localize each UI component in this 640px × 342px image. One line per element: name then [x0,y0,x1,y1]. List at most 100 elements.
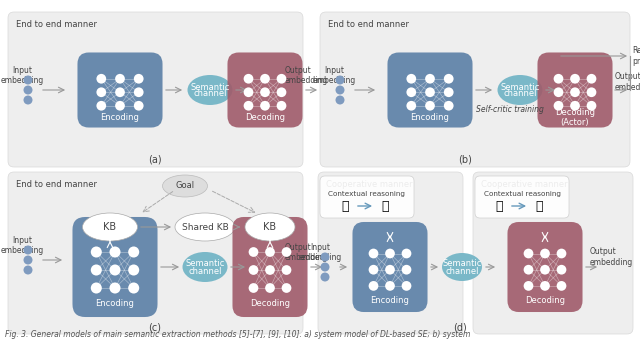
Circle shape [335,76,344,84]
Circle shape [524,281,533,291]
Circle shape [24,86,33,94]
Text: Contextual reasoning: Contextual reasoning [483,191,561,197]
Circle shape [24,95,33,105]
Circle shape [406,74,416,84]
FancyBboxPatch shape [538,52,612,128]
FancyBboxPatch shape [320,176,414,218]
FancyBboxPatch shape [475,176,569,218]
Circle shape [557,281,566,291]
Circle shape [24,76,33,84]
Text: End to end manner: End to end manner [16,20,97,29]
Circle shape [115,74,125,84]
Text: Recurrent
procedure: Recurrent procedure [632,46,640,66]
FancyBboxPatch shape [227,52,303,128]
FancyBboxPatch shape [473,172,633,334]
FancyBboxPatch shape [318,172,463,334]
Circle shape [321,252,330,262]
Text: Input
embedding: Input embedding [298,243,342,262]
Circle shape [554,74,563,84]
Ellipse shape [188,75,232,105]
Text: 👤: 👤 [495,199,503,212]
Circle shape [385,281,395,291]
Circle shape [570,74,580,84]
Text: Semantic: Semantic [442,260,482,268]
Circle shape [369,249,378,258]
Text: Input
embedding: Input embedding [1,66,44,86]
Text: 👤: 👤 [381,199,388,212]
Circle shape [97,87,106,97]
Circle shape [244,101,253,110]
Text: Shared KB: Shared KB [182,223,228,232]
Text: (a): (a) [148,155,162,165]
Text: channel: channel [445,266,479,276]
Circle shape [134,74,143,84]
Circle shape [335,86,344,94]
Text: Decoding: Decoding [250,300,290,308]
Text: Encoding: Encoding [100,113,140,122]
Circle shape [248,265,259,275]
Circle shape [248,283,259,293]
FancyBboxPatch shape [8,12,303,167]
Circle shape [587,101,596,110]
Text: Encoding: Encoding [411,113,449,122]
Ellipse shape [83,213,138,241]
Circle shape [115,87,125,97]
Text: channel: channel [503,90,537,98]
Circle shape [444,101,454,110]
Circle shape [321,263,330,272]
Text: 👤: 👤 [535,199,543,212]
Circle shape [260,101,270,110]
Circle shape [385,265,395,275]
Circle shape [524,249,533,258]
Circle shape [335,95,344,105]
Circle shape [444,87,454,97]
Circle shape [402,281,412,291]
Circle shape [276,101,286,110]
Circle shape [109,282,120,293]
Circle shape [134,101,143,110]
Circle shape [265,265,275,275]
Circle shape [24,255,33,264]
FancyBboxPatch shape [508,222,582,312]
Text: Output
embedding: Output embedding [285,66,328,86]
FancyBboxPatch shape [72,217,157,317]
Text: Decoding: Decoding [525,296,565,305]
Circle shape [109,264,120,276]
Circle shape [24,265,33,275]
Circle shape [248,247,259,257]
Text: (b): (b) [458,155,472,165]
Ellipse shape [163,175,207,197]
Circle shape [402,249,412,258]
FancyBboxPatch shape [353,222,428,312]
Text: Semantic: Semantic [500,82,540,92]
Circle shape [91,247,102,258]
Circle shape [128,282,140,293]
Circle shape [260,87,270,97]
Circle shape [97,74,106,84]
Circle shape [128,264,140,276]
Circle shape [570,101,580,110]
Circle shape [425,101,435,110]
Circle shape [540,249,550,258]
Circle shape [282,283,291,293]
Text: Input
embedding: Input embedding [1,236,44,255]
Ellipse shape [175,213,235,241]
Circle shape [554,101,563,110]
Circle shape [406,101,416,110]
Ellipse shape [245,213,295,241]
Text: Input
embedding: Input embedding [312,66,356,86]
Text: Cooperative manner: Cooperative manner [481,180,568,189]
Circle shape [369,265,378,275]
FancyBboxPatch shape [320,12,630,167]
Circle shape [540,281,550,291]
Circle shape [557,249,566,258]
Circle shape [128,247,140,258]
Text: channel: channel [193,90,227,98]
Text: Goal: Goal [175,182,195,190]
Text: KB: KB [264,222,276,232]
Circle shape [587,74,596,84]
Circle shape [587,87,596,97]
Circle shape [369,281,378,291]
Circle shape [402,265,412,275]
Circle shape [425,87,435,97]
